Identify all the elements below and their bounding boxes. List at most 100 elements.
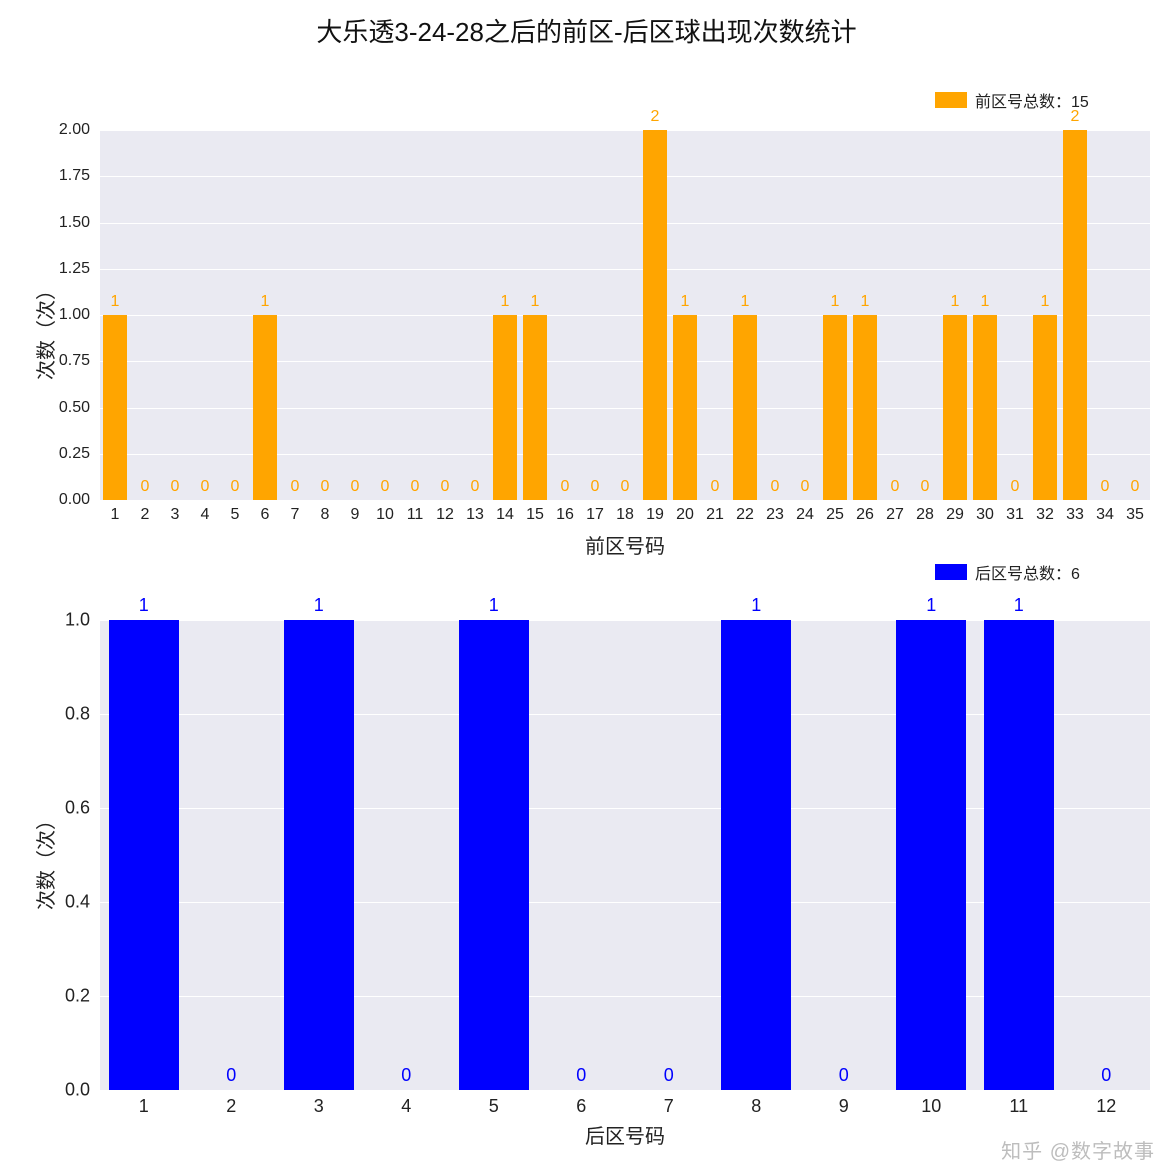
xtick: 3 <box>314 1096 324 1117</box>
xtick: 33 <box>1066 506 1084 524</box>
xtick: 11 <box>1009 1096 1028 1117</box>
bar <box>896 620 966 1090</box>
bar-value-label: 0 <box>201 478 210 496</box>
bar-value-label: 0 <box>561 478 570 496</box>
page-title: 大乐透3-24-28之后的前区-后区球出现次数统计 <box>0 12 1173 49</box>
xtick: 22 <box>736 506 754 524</box>
bar <box>973 315 997 500</box>
ytick: 1.75 <box>40 167 90 185</box>
gridline <box>100 223 1150 224</box>
xtick: 9 <box>839 1096 849 1117</box>
xtick: 8 <box>751 1096 761 1117</box>
bar-value-label: 0 <box>921 478 930 496</box>
bar-value-label: 0 <box>839 1065 849 1086</box>
bar-value-label: 0 <box>471 478 480 496</box>
xtick: 25 <box>826 506 844 524</box>
bot-plot-area: 101010010110 <box>100 620 1150 1090</box>
bar <box>1063 130 1087 500</box>
ytick: 0.0 <box>40 1080 90 1101</box>
legend-label-bot: 后区号总数：6 <box>975 560 1080 584</box>
bar-value-label: 0 <box>891 478 900 496</box>
xtick: 14 <box>496 506 514 524</box>
bar-value-label: 1 <box>531 293 540 311</box>
xtick: 10 <box>921 1096 941 1117</box>
xtick: 12 <box>1096 1096 1116 1117</box>
xtick: 8 <box>321 506 330 524</box>
bar-value-label: 1 <box>314 595 324 616</box>
xlabel-top: 前区号码 <box>100 530 1150 559</box>
ytick: 0.00 <box>40 491 90 509</box>
bar-value-label: 0 <box>711 478 720 496</box>
chart-page: 大乐透3-24-28之后的前区-后区球出现次数统计 前区号总数：15 10000… <box>0 0 1173 1174</box>
xtick: 12 <box>436 506 454 524</box>
ytick: 0.6 <box>40 798 90 819</box>
gridline <box>100 176 1150 177</box>
bar-value-label: 0 <box>441 478 450 496</box>
bar-value-label: 0 <box>231 478 240 496</box>
xtick: 34 <box>1096 506 1114 524</box>
xtick: 5 <box>489 1096 499 1117</box>
bar <box>721 620 791 1090</box>
xtick: 35 <box>1126 506 1144 524</box>
ytick: 1.25 <box>40 260 90 278</box>
ytick: 0.25 <box>40 445 90 463</box>
ytick: 0.75 <box>40 352 90 370</box>
xtick: 26 <box>856 506 874 524</box>
xtick: 19 <box>646 506 664 524</box>
bar-value-label: 1 <box>861 293 870 311</box>
gridline <box>100 269 1150 270</box>
bar-value-label: 1 <box>1041 293 1050 311</box>
xtick: 9 <box>351 506 360 524</box>
bar-value-label: 1 <box>111 293 120 311</box>
bar <box>673 315 697 500</box>
bar <box>284 620 354 1090</box>
bar <box>733 315 757 500</box>
ytick: 1.00 <box>40 306 90 324</box>
bar-value-label: 1 <box>981 293 990 311</box>
bot-chart: 101010010110 <box>100 620 1150 1090</box>
xtick: 28 <box>916 506 934 524</box>
ytick: 0.8 <box>40 704 90 725</box>
bar <box>103 315 127 500</box>
bar-value-label: 0 <box>576 1065 586 1086</box>
xtick: 10 <box>376 506 394 524</box>
bar-value-label: 0 <box>621 478 630 496</box>
bar <box>853 315 877 500</box>
bar-value-label: 0 <box>171 478 180 496</box>
bar-value-label: 2 <box>651 108 660 126</box>
bar-value-label: 0 <box>226 1065 236 1086</box>
bar-value-label: 0 <box>381 478 390 496</box>
bar-value-label: 1 <box>951 293 960 311</box>
bar <box>493 315 517 500</box>
bar-value-label: 0 <box>1101 478 1110 496</box>
xtick: 7 <box>291 506 300 524</box>
xtick: 18 <box>616 506 634 524</box>
xtick: 5 <box>231 506 240 524</box>
bar-value-label: 2 <box>1071 108 1080 126</box>
ytick: 0.50 <box>40 399 90 417</box>
bar-value-label: 0 <box>771 478 780 496</box>
legend-swatch-bot <box>935 564 967 580</box>
gridline <box>100 500 1150 501</box>
legend-swatch-top <box>935 92 967 108</box>
xtick: 2 <box>141 506 150 524</box>
top-plot-area: 10000100000001100021010011001101200 <box>100 130 1150 500</box>
xtick: 23 <box>766 506 784 524</box>
xtick: 31 <box>1006 506 1024 524</box>
bar-value-label: 0 <box>321 478 330 496</box>
xtick: 29 <box>946 506 964 524</box>
xtick: 32 <box>1036 506 1054 524</box>
bar-value-label: 0 <box>1011 478 1020 496</box>
bar <box>823 315 847 500</box>
bar <box>643 130 667 500</box>
ytick: 1.0 <box>40 610 90 631</box>
xtick: 15 <box>526 506 544 524</box>
bar-value-label: 0 <box>664 1065 674 1086</box>
xtick: 1 <box>111 506 120 524</box>
bar-value-label: 1 <box>831 293 840 311</box>
watermark: 知乎 @数字故事 <box>1001 1135 1155 1164</box>
bar <box>523 315 547 500</box>
bar <box>943 315 967 500</box>
xtick: 11 <box>407 506 424 524</box>
xtick: 24 <box>796 506 814 524</box>
